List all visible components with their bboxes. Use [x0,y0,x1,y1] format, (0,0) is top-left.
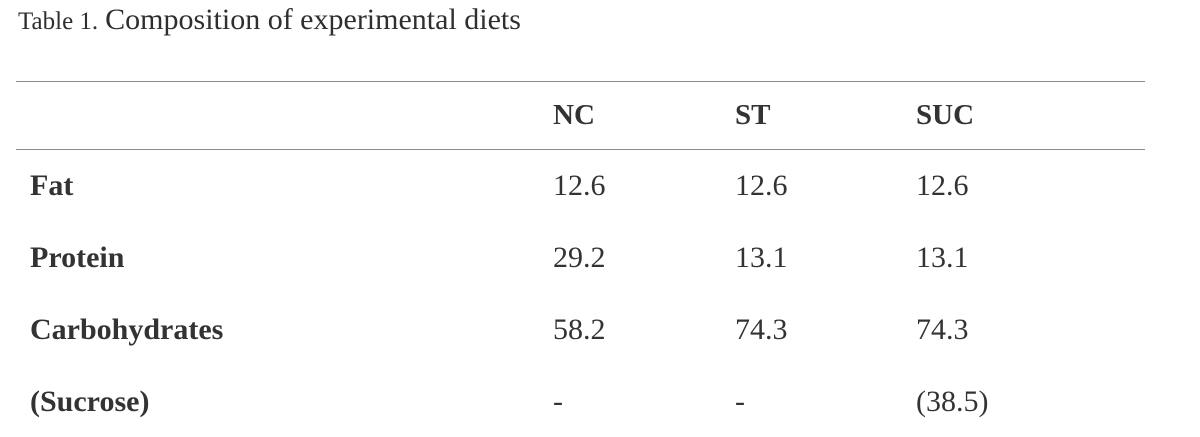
column-header-st: ST [735,99,771,131]
table-row-sucrose: (Sucrose) - - (38.5) [16,366,1145,437]
value-st: 74.3 [735,313,788,346]
table-row-carbohydrates: Carbohydrates 58.2 74.3 74.3 [16,294,1145,366]
value-nc: - [553,385,563,418]
table-caption: Table 1. Composition of experimental diet… [18,3,521,37]
table-row-fat: Fat 12.6 12.6 12.6 [16,150,1145,222]
row-label: Carbohydrates [30,313,224,346]
value-st: 12.6 [735,169,788,202]
row-label: Protein [30,241,125,274]
row-label: Fat [30,169,74,202]
value-suc: 74.3 [916,313,969,346]
table-row-protein: Protein 29.2 13.1 13.1 [16,222,1145,294]
table-header-row: NC ST SUC [16,81,1145,150]
value-nc: 29.2 [553,241,606,274]
value-suc: (38.5) [916,385,989,418]
value-st: 13.1 [735,241,788,274]
value-suc: 12.6 [916,169,969,202]
value-nc: 12.6 [553,169,606,202]
table-caption-title: Composition of experimental diets [105,3,521,36]
table-caption-number: Table 1. [18,8,99,35]
diet-composition-table: NC ST SUC Fat 12.6 12.6 12.6 Protein 29.… [16,81,1145,437]
value-suc: 13.1 [916,241,969,274]
value-st: - [735,385,745,418]
value-nc: 58.2 [553,313,606,346]
row-label: (Sucrose) [30,385,150,418]
column-header-nc: NC [553,99,595,131]
column-header-suc: SUC [916,99,975,131]
